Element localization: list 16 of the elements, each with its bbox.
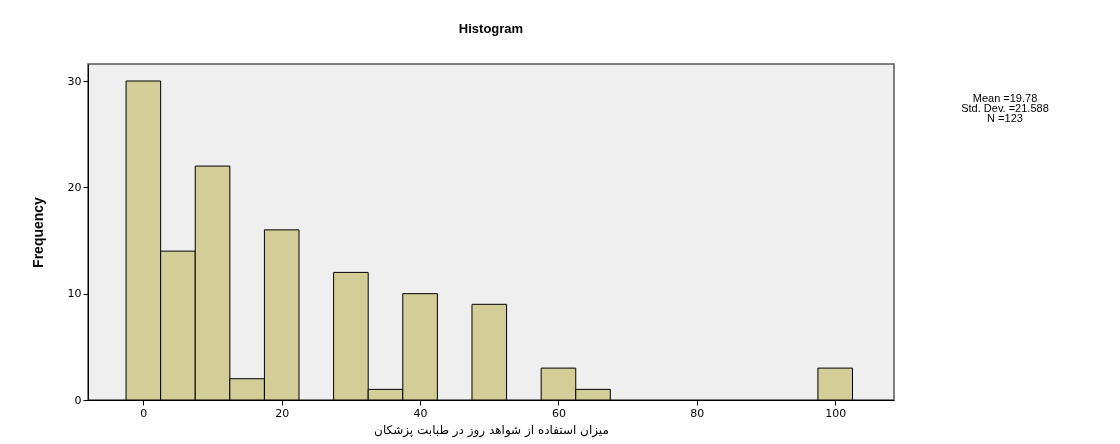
y-tick-label: 30 bbox=[67, 74, 82, 88]
y-axis-title: Frequency bbox=[29, 196, 46, 268]
y-tick-label: 10 bbox=[67, 287, 82, 301]
x-tick-label: 100 bbox=[825, 406, 847, 420]
x-axis-title: میزان استفاده از شواهد روز در طبابت پزشکان bbox=[374, 422, 609, 438]
text: N =123 bbox=[986, 112, 1024, 124]
x-tick-label: 40 bbox=[413, 406, 428, 420]
x-tick-label: 20 bbox=[275, 406, 290, 420]
text: Mean =19.78 bbox=[971, 92, 1039, 104]
x-tick-label: 0 bbox=[140, 406, 148, 420]
chart-title: Histogram bbox=[458, 21, 524, 36]
x-tick-label: 80 bbox=[690, 406, 705, 420]
text: Std. Dev. =21.588 bbox=[960, 102, 1050, 114]
y-tick-label: 20 bbox=[67, 180, 82, 194]
y-tick-label: 0 bbox=[74, 393, 82, 407]
x-tick-label: 60 bbox=[551, 406, 566, 420]
